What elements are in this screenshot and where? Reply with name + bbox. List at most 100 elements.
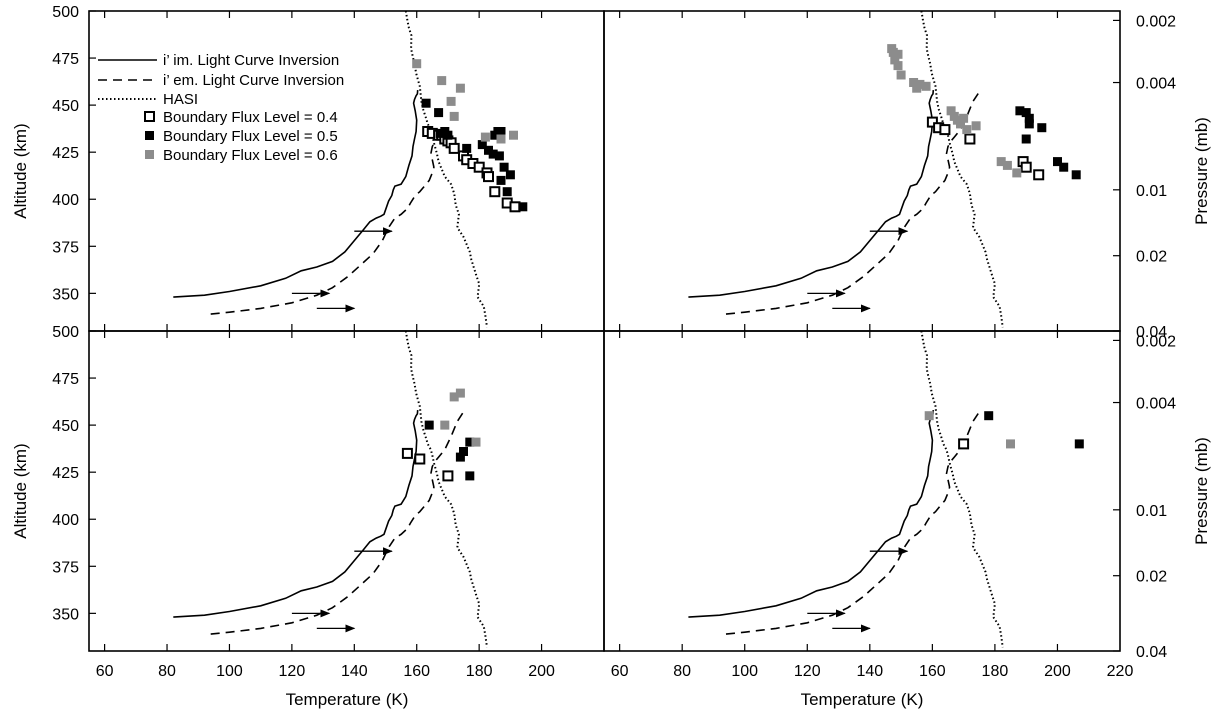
x-tick-label: 60 bbox=[96, 663, 114, 680]
black-square-point bbox=[443, 130, 453, 140]
x-tick-label: 140 bbox=[341, 663, 368, 680]
black-square-point bbox=[434, 108, 444, 118]
gray-square-point bbox=[446, 96, 456, 106]
open-square-point bbox=[448, 142, 460, 154]
pressure-tick-label: 0.004 bbox=[1136, 76, 1176, 93]
gray-square-point bbox=[449, 111, 459, 121]
black-square-point bbox=[496, 175, 506, 185]
open-square-point bbox=[1033, 169, 1045, 181]
x-tick-label: 160 bbox=[403, 663, 430, 680]
pressure-tick-label: 0.02 bbox=[1136, 249, 1167, 266]
legend-swatch-black-square bbox=[145, 131, 154, 140]
gray-square-point bbox=[449, 392, 459, 402]
y-axis-title-top: Altitude (km) bbox=[11, 123, 30, 218]
panel-frame-bottom-left bbox=[88, 330, 605, 652]
gray-square-point bbox=[893, 49, 903, 59]
x-tick-label: 60 bbox=[611, 663, 629, 680]
gray-square-point bbox=[962, 125, 972, 135]
series-solid-line bbox=[688, 410, 935, 618]
gray-square-point bbox=[893, 61, 903, 71]
y-tick-label: 375 bbox=[52, 559, 79, 576]
gray-square-point bbox=[455, 388, 465, 398]
gray-square-point bbox=[946, 106, 956, 116]
x-tick-label: 180 bbox=[466, 663, 493, 680]
panel-top-right bbox=[688, 10, 1081, 328]
y-axis-title-bottom: Altitude (km) bbox=[11, 443, 30, 538]
y-tick-label: 400 bbox=[52, 512, 79, 529]
pressure-tick-label: 0.004 bbox=[1136, 396, 1176, 413]
y-tick-label: 350 bbox=[52, 286, 79, 303]
gray-square-point bbox=[496, 134, 506, 144]
black-square-point bbox=[984, 411, 994, 421]
panel-top-left bbox=[173, 10, 528, 328]
pressure-tick-label: 0.01 bbox=[1136, 503, 1167, 520]
y-tick-label: 400 bbox=[52, 192, 79, 209]
series-solid-line bbox=[173, 410, 419, 618]
black-square-point bbox=[1015, 106, 1025, 116]
x-tick-label: 160 bbox=[919, 663, 946, 680]
y-tick-label: 500 bbox=[52, 4, 79, 21]
black-square-point bbox=[488, 149, 498, 159]
black-square-point bbox=[1074, 439, 1084, 449]
panel-frame-bottom-right bbox=[603, 330, 1121, 652]
open-square-point bbox=[958, 438, 970, 450]
legend-swatch-open-square bbox=[144, 111, 155, 122]
y-tick-label: 500 bbox=[52, 324, 79, 341]
gray-square-point bbox=[471, 437, 481, 447]
x-tick-label: 120 bbox=[279, 663, 306, 680]
gray-square-point bbox=[412, 59, 422, 69]
gray-square-point bbox=[971, 121, 981, 131]
gray-square-point bbox=[440, 420, 450, 430]
black-square-point bbox=[494, 151, 504, 161]
pressure-axis-title-top: Pressure (mb) bbox=[1192, 117, 1211, 225]
gray-square-point bbox=[509, 130, 518, 140]
x-tick-label: 80 bbox=[158, 663, 176, 680]
gray-square-point bbox=[996, 157, 1006, 167]
x-tick-label: 80 bbox=[673, 663, 691, 680]
black-square-point bbox=[505, 170, 515, 180]
legend-swatch-gray-square bbox=[145, 150, 154, 159]
pressure-tick-label: 0.02 bbox=[1136, 569, 1167, 586]
panel-bottom-right bbox=[688, 330, 1084, 648]
pressure-axis-title-bottom: Pressure (mb) bbox=[1192, 437, 1211, 545]
open-square-point bbox=[509, 201, 521, 213]
black-square-point bbox=[424, 420, 434, 430]
pressure-tick-label: 0.04 bbox=[1136, 324, 1167, 341]
open-square-point bbox=[939, 124, 951, 136]
gray-square-point bbox=[921, 81, 931, 91]
black-square-point bbox=[455, 452, 465, 462]
open-square-point bbox=[473, 161, 485, 173]
legend-label-flux-06: Boundary Flux Level = 0.6 bbox=[163, 147, 338, 164]
panel-bottom-left bbox=[173, 330, 488, 648]
black-square-point bbox=[459, 447, 468, 456]
open-square-point bbox=[483, 171, 494, 183]
open-square-point bbox=[1020, 161, 1032, 173]
gray-square-point bbox=[1012, 168, 1022, 178]
x-tick-label: 200 bbox=[528, 663, 555, 680]
series-dashed-line bbox=[725, 91, 980, 315]
black-square-point bbox=[518, 202, 528, 212]
black-square-point bbox=[477, 140, 487, 150]
series-dotted-line bbox=[404, 330, 488, 648]
gray-square-point bbox=[437, 76, 447, 86]
gray-square-point bbox=[924, 411, 934, 421]
gray-square-point bbox=[915, 79, 925, 89]
gray-square-point bbox=[890, 55, 900, 65]
open-square-point bbox=[414, 453, 426, 465]
legend-label-em: i’ em. Light Curve Inversion bbox=[163, 72, 344, 89]
open-square-point bbox=[442, 470, 454, 482]
series-dotted-line bbox=[920, 10, 1004, 328]
black-square-point bbox=[1059, 162, 1069, 172]
x-tick-label: 200 bbox=[1044, 663, 1071, 680]
x-tick-label: 100 bbox=[731, 663, 758, 680]
pressure-tick-label: 0.002 bbox=[1136, 13, 1176, 30]
black-square-point bbox=[490, 130, 500, 140]
gray-square-point bbox=[959, 113, 969, 123]
x-tick-label: 220 bbox=[1107, 663, 1134, 680]
x-tick-label: 100 bbox=[216, 663, 243, 680]
legend-label-flux-04: Boundary Flux Level = 0.4 bbox=[163, 109, 338, 126]
y-tick-label: 375 bbox=[52, 239, 79, 256]
series-solid-line bbox=[688, 90, 935, 298]
y-tick-label: 475 bbox=[52, 51, 79, 68]
